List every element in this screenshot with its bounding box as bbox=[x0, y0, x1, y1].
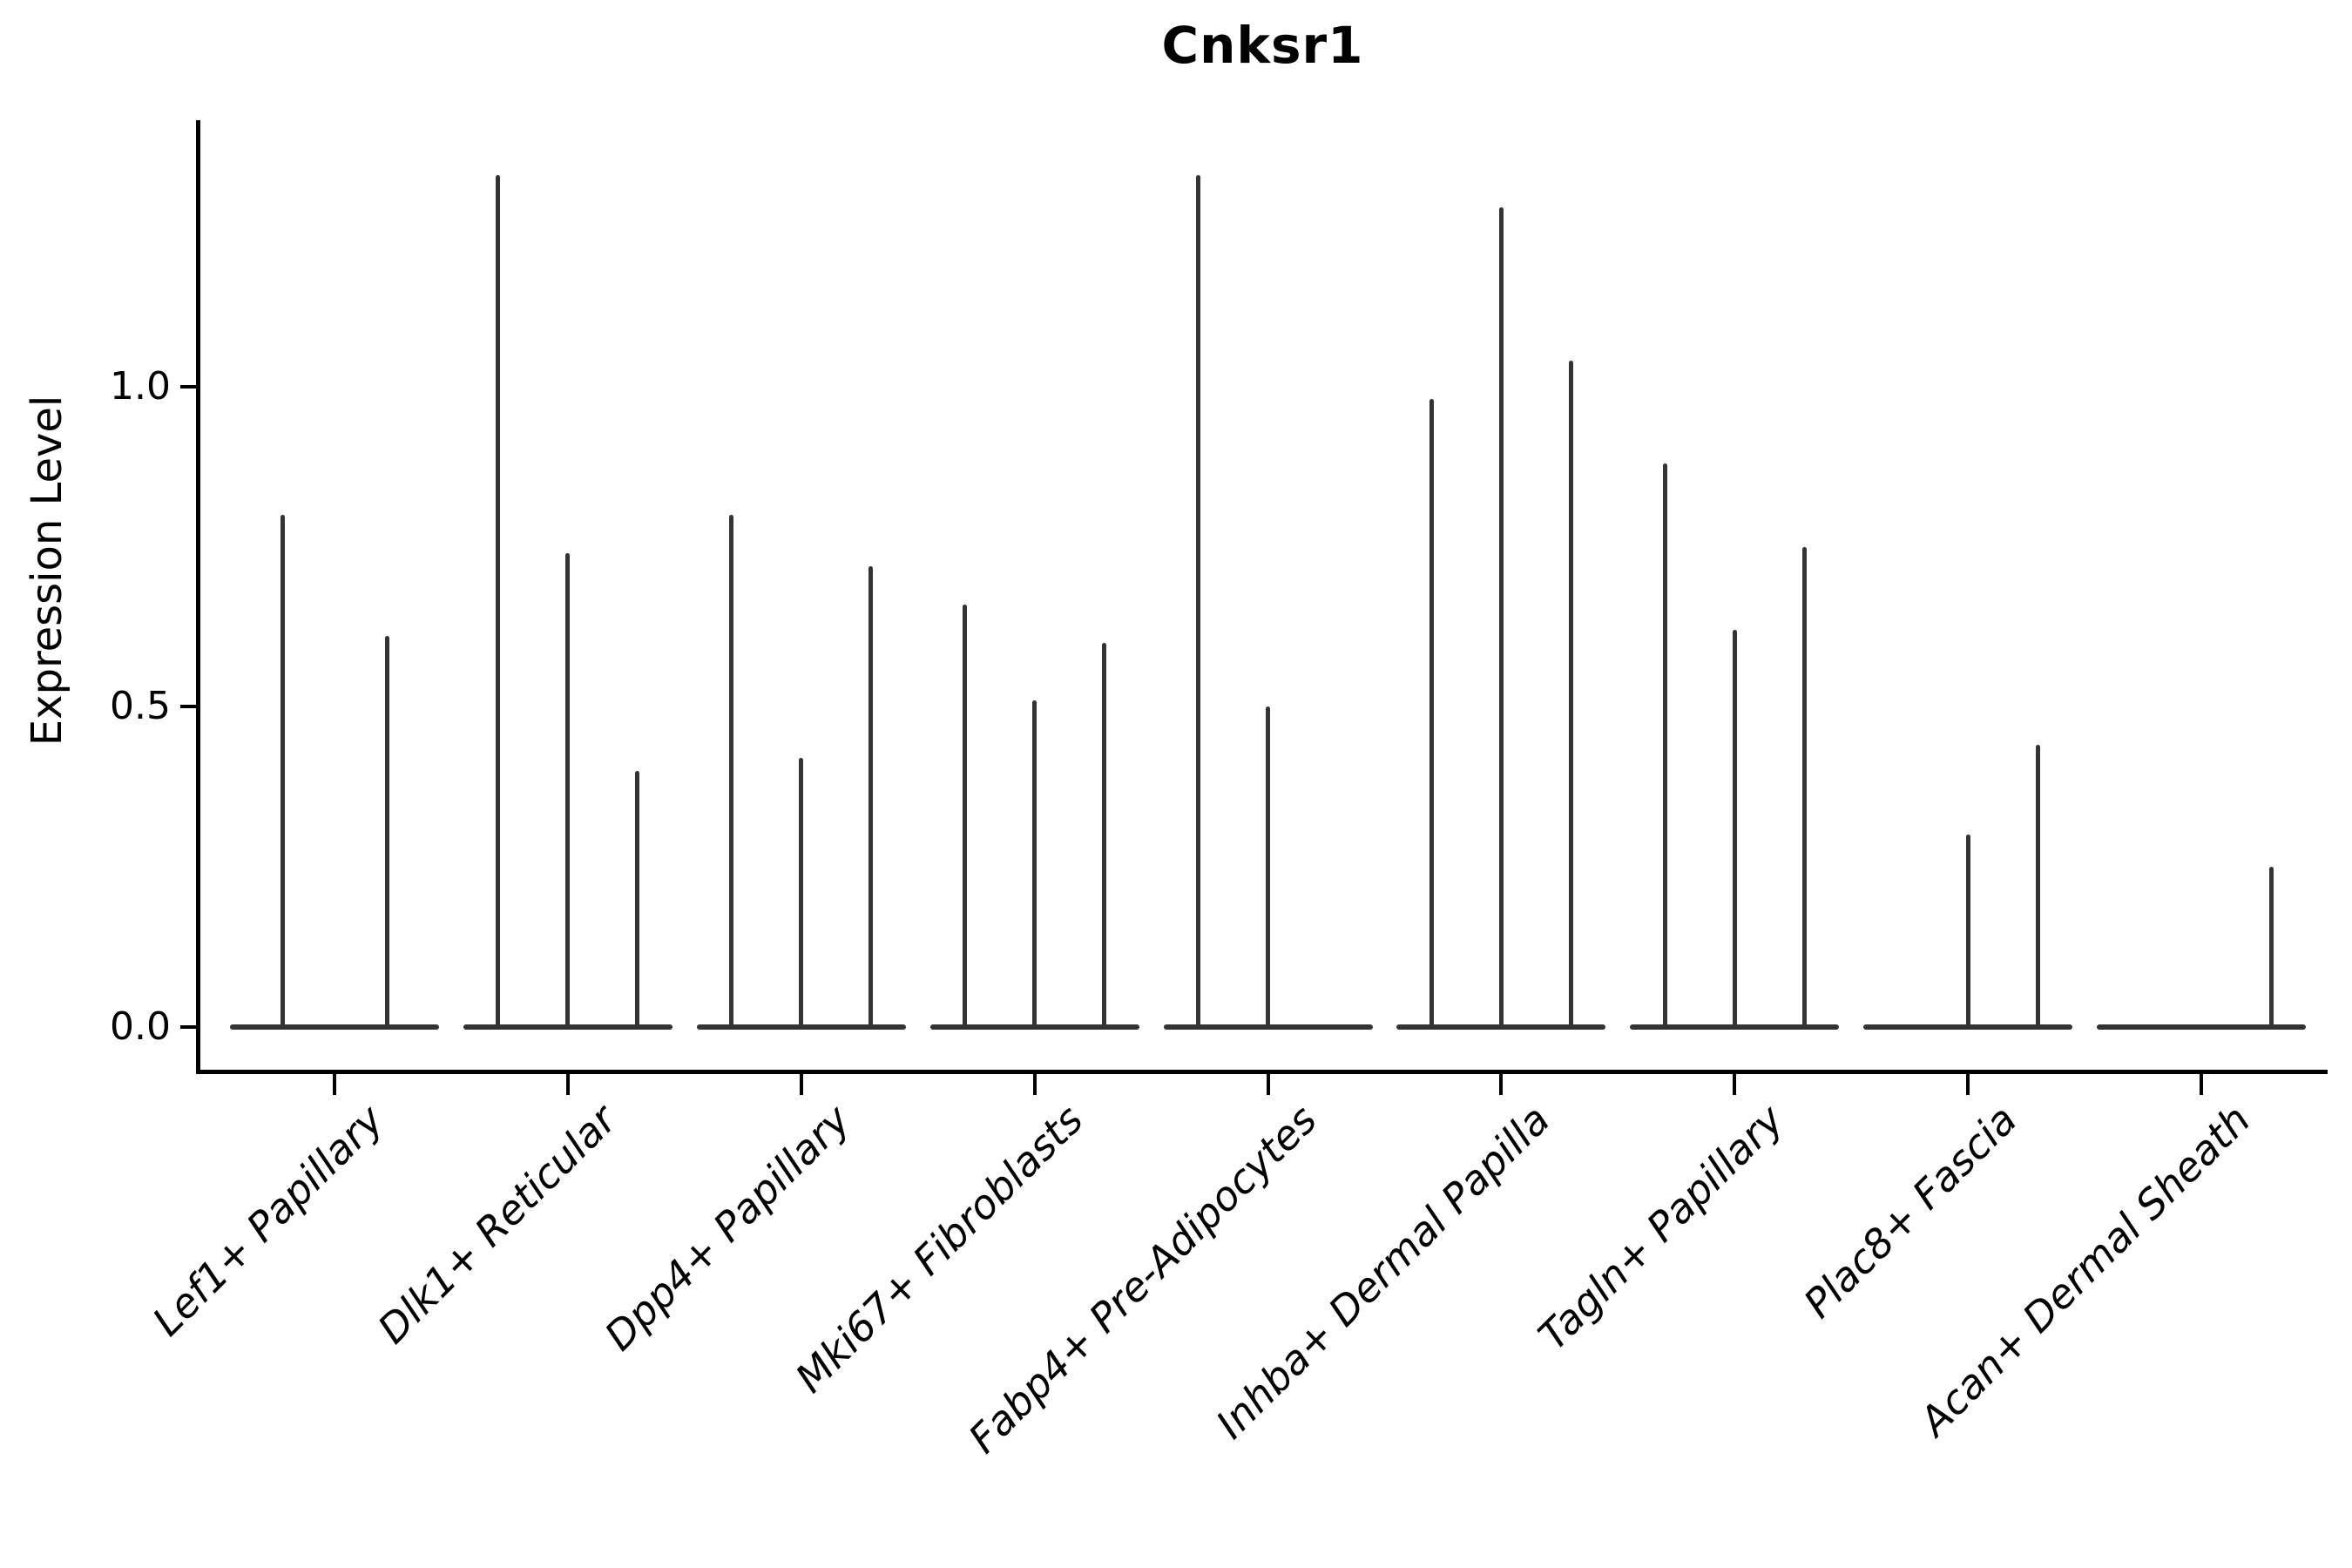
violin-spike bbox=[1266, 706, 1270, 1027]
y-tick-label: 1.0 bbox=[110, 363, 171, 409]
x-tick-mark bbox=[1499, 1074, 1504, 1095]
violin-spike bbox=[1965, 835, 1970, 1027]
violin-baseline bbox=[1863, 1024, 2073, 1030]
y-tick-label: 0.0 bbox=[110, 1004, 171, 1049]
y-axis-spine bbox=[196, 120, 200, 1074]
violin-baseline bbox=[1396, 1024, 1606, 1030]
violin-spike bbox=[1662, 463, 1667, 1027]
x-tick-label: Plac8+ Fascia bbox=[1794, 1096, 2026, 1328]
x-tick-mark bbox=[1966, 1074, 1970, 1095]
violin-spike bbox=[496, 175, 501, 1027]
chart-title: Cnksr1 bbox=[1161, 16, 1364, 75]
violin-baseline bbox=[2097, 1024, 2306, 1030]
x-tick-mark bbox=[799, 1074, 803, 1095]
violin-spike bbox=[868, 565, 874, 1027]
y-tick-mark bbox=[180, 1025, 197, 1029]
violin-spike bbox=[635, 770, 640, 1027]
violin-spike bbox=[2035, 745, 2040, 1027]
violin-spike bbox=[1102, 642, 1107, 1027]
violin-spike bbox=[565, 552, 571, 1027]
violin-baseline bbox=[1630, 1024, 1840, 1030]
violin-spike bbox=[729, 514, 734, 1027]
violin-spike bbox=[1498, 206, 1504, 1027]
x-tick-label: Dpp4+ Papillary bbox=[595, 1096, 859, 1360]
violin-spike bbox=[1568, 361, 1573, 1027]
x-tick-label: Dlk1+ Reticular bbox=[368, 1096, 626, 1353]
violin-spike bbox=[1732, 630, 1737, 1027]
violin-spike bbox=[1032, 700, 1037, 1027]
violin-spike bbox=[1429, 399, 1434, 1027]
x-tick-mark bbox=[565, 1074, 570, 1095]
x-tick-mark bbox=[1266, 1074, 1270, 1095]
x-tick-mark bbox=[1032, 1074, 1037, 1095]
violin-baseline bbox=[463, 1024, 672, 1030]
x-tick-label: Lef1+ Papillary bbox=[143, 1096, 393, 1345]
y-tick-mark bbox=[180, 705, 197, 709]
violin-baseline bbox=[696, 1024, 906, 1030]
violin-spike bbox=[963, 604, 968, 1027]
x-tick-mark bbox=[2200, 1074, 2203, 1095]
violin-spike bbox=[799, 758, 804, 1027]
violin-spike bbox=[384, 636, 389, 1027]
violin-spike bbox=[2268, 867, 2274, 1027]
x-tick-mark bbox=[333, 1074, 336, 1095]
x-tick-mark bbox=[1733, 1074, 1737, 1095]
violin-baseline bbox=[1163, 1024, 1373, 1030]
violin-spike bbox=[280, 514, 285, 1027]
violin-baseline bbox=[230, 1024, 439, 1030]
violin-spike bbox=[1801, 546, 1807, 1027]
violin-spike bbox=[1196, 175, 1200, 1027]
violin-baseline bbox=[929, 1024, 1139, 1030]
y-tick-mark bbox=[180, 384, 197, 389]
x-tick-label: Tagln+ Papillary bbox=[1529, 1096, 1793, 1360]
x-axis-spine bbox=[196, 1070, 2328, 1074]
y-tick-label: 0.5 bbox=[110, 684, 171, 729]
